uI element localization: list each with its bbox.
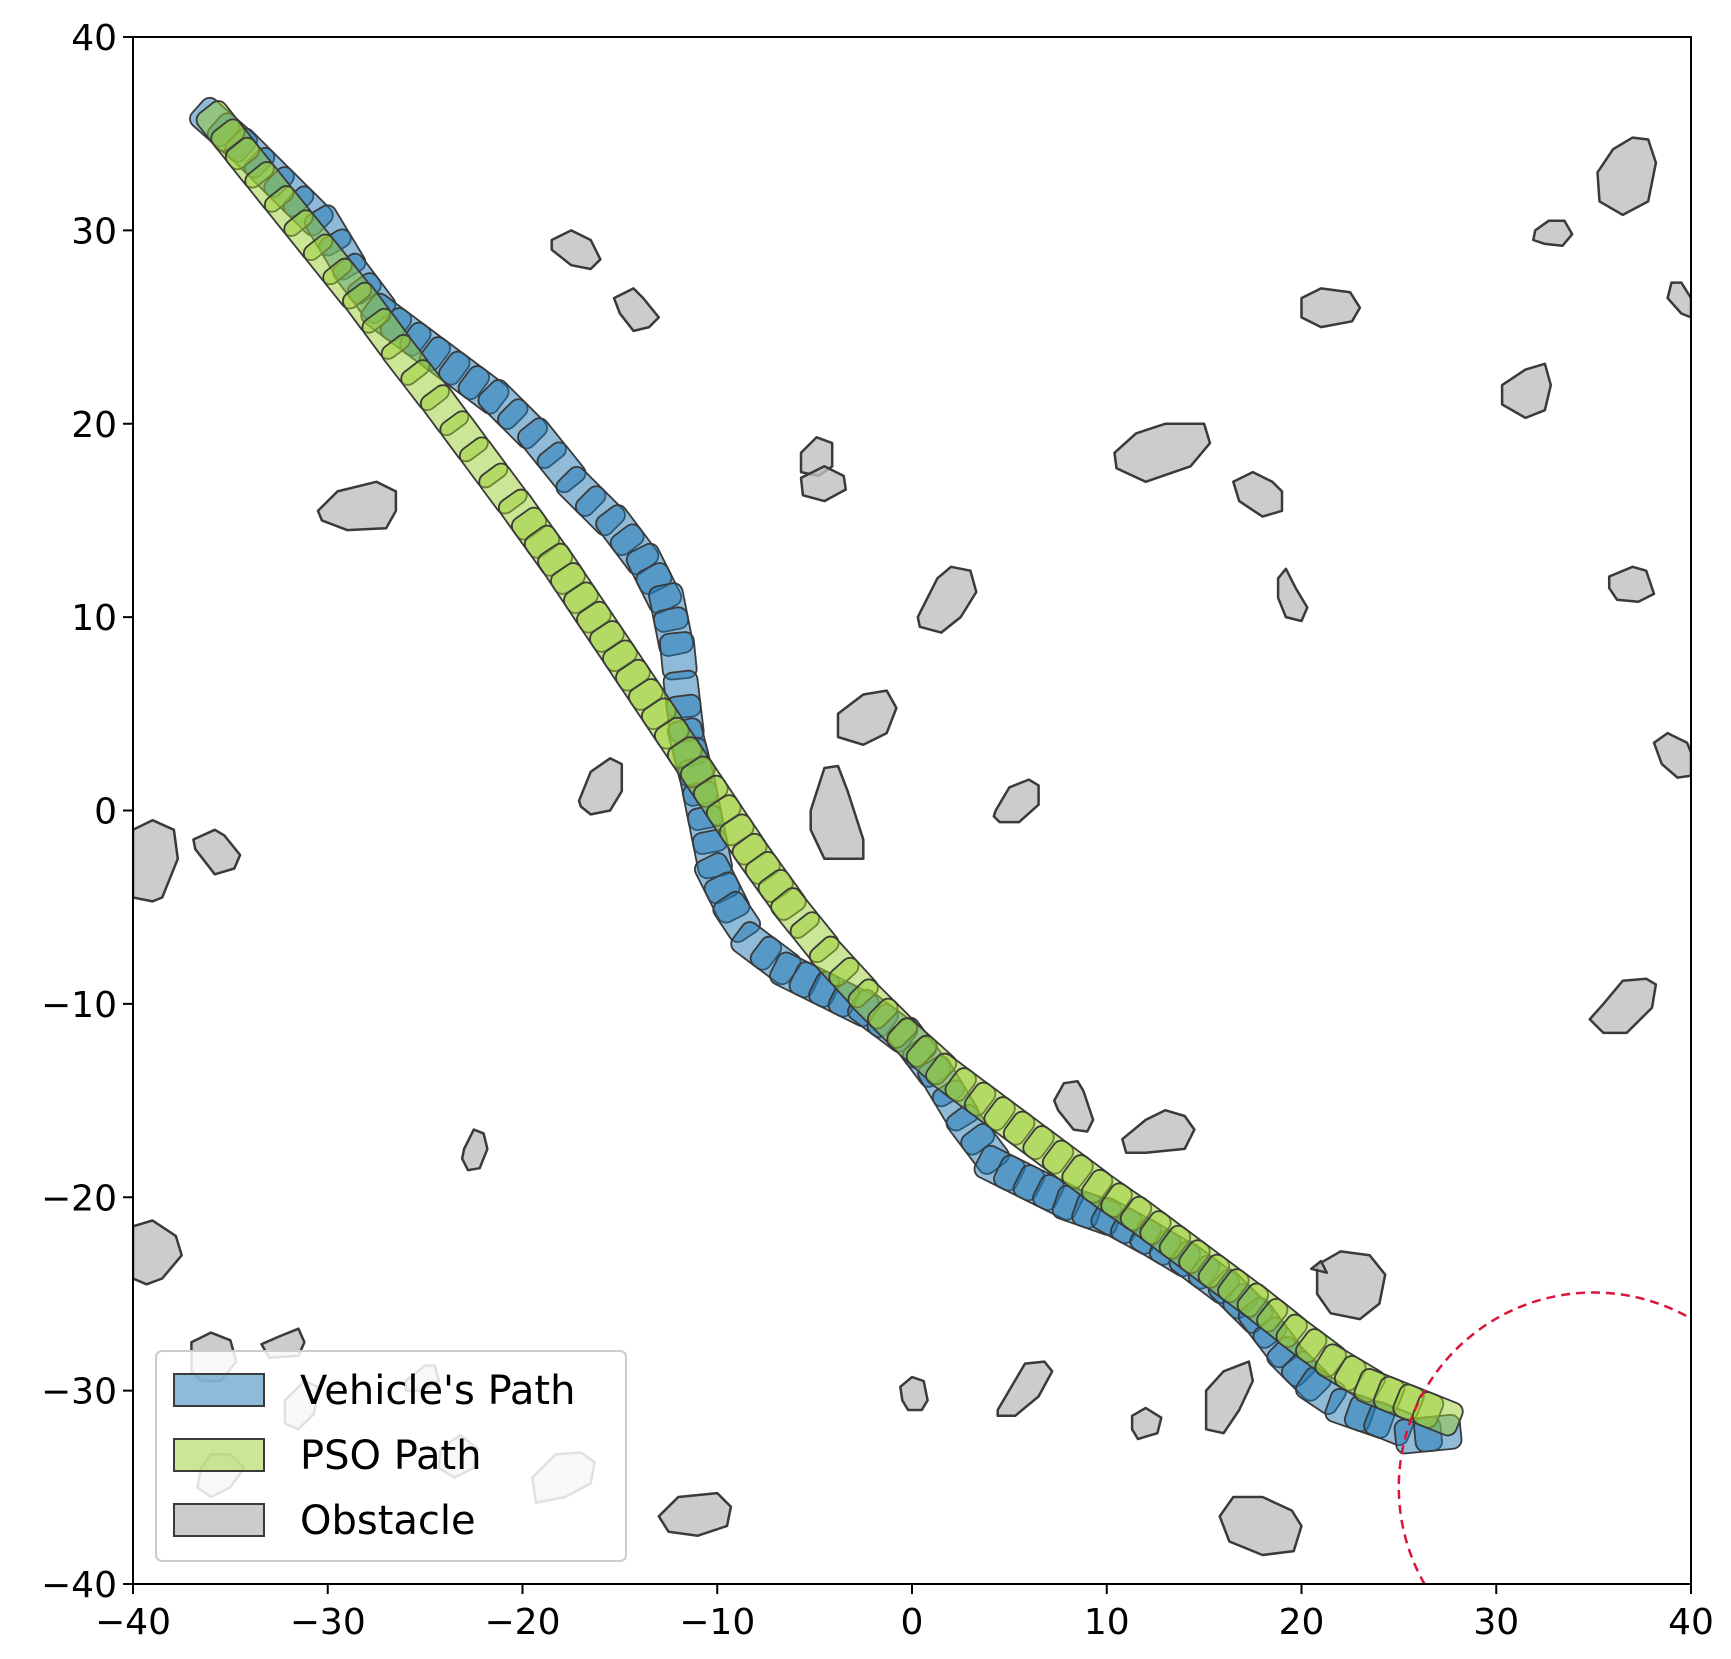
obstacle-10 xyxy=(577,757,624,816)
x-tick-label-0: −40 xyxy=(95,1602,171,1643)
obstacle-12 xyxy=(992,778,1040,824)
y-tick-label-4: 0 xyxy=(94,792,117,833)
obstacle-18 xyxy=(133,1219,183,1286)
obstacle-17 xyxy=(460,1128,489,1172)
obstacle-6 xyxy=(1232,470,1284,518)
pso-path xyxy=(195,100,1464,1437)
obstacle-31 xyxy=(1130,1406,1163,1441)
path-layer xyxy=(189,96,1464,1455)
y-tick-label-8: 40 xyxy=(71,18,117,59)
obstacle-34 xyxy=(1300,287,1362,329)
x-tick-label-6: 20 xyxy=(1279,1602,1325,1643)
legend-swatch-obstacle xyxy=(173,1503,265,1537)
x-tick-label-7: 30 xyxy=(1473,1602,1519,1643)
obstacle-39 xyxy=(1607,565,1656,603)
obstacle-15 xyxy=(1052,1079,1095,1133)
obstacle-16 xyxy=(1121,1108,1196,1155)
obstacle-1 xyxy=(612,287,661,333)
y-tick-label-0: −40 xyxy=(41,1565,117,1606)
legend-swatch-pso xyxy=(173,1438,265,1472)
y-tick-label-2: −20 xyxy=(41,1178,117,1219)
obstacle-30 xyxy=(996,1360,1054,1418)
obstacle-41 xyxy=(1309,1259,1329,1274)
legend: Vehicle's Path PSO Path Obstacle xyxy=(155,1350,627,1562)
y-tick-label-3: −10 xyxy=(41,985,117,1026)
obstacle-9 xyxy=(836,689,898,747)
y-tick-label-7: 30 xyxy=(71,211,117,252)
obstacle-20 xyxy=(1588,977,1658,1035)
x-tick-label-2: −20 xyxy=(485,1602,561,1643)
x-tick-label-3: −10 xyxy=(679,1602,755,1643)
obstacle-8 xyxy=(916,565,978,634)
obstacle-7 xyxy=(1276,567,1309,623)
y-tick-label-1: −30 xyxy=(41,1372,117,1413)
legend-label-obstacle: Obstacle xyxy=(300,1498,476,1544)
goal-circle xyxy=(1397,1291,1691,1584)
obstacle-28 xyxy=(657,1491,733,1537)
tick-layer: −40 −30 −20 −10 0 10 20 30 40 −40 −30 −20 −10 0 10 20 30… xyxy=(41,18,1714,1643)
x-tick-label-4: 0 xyxy=(901,1602,924,1643)
x-tick-label-8: 40 xyxy=(1668,1602,1714,1643)
obstacle-37 xyxy=(1596,136,1658,217)
obstacle-35 xyxy=(1532,219,1574,248)
obstacle-5 xyxy=(1113,422,1212,484)
obstacle-29 xyxy=(899,1375,929,1412)
x-tick-label-5: 10 xyxy=(1084,1602,1130,1643)
obstacle-38 xyxy=(1666,281,1691,319)
goal-layer xyxy=(1397,1291,1691,1584)
obstacle-36 xyxy=(1500,362,1553,420)
plot-background xyxy=(133,37,1691,1584)
obstacle-11 xyxy=(809,764,865,861)
obstacle-14 xyxy=(192,828,242,876)
obstacle-33 xyxy=(1218,1495,1303,1557)
legend-label-pso: PSO Path xyxy=(300,1433,482,1479)
legend-swatch-vehicle xyxy=(173,1373,265,1407)
x-tick-label-1: −30 xyxy=(290,1602,366,1643)
obstacle-0 xyxy=(550,229,602,271)
y-tick-label-6: 20 xyxy=(71,405,117,446)
obstacle-2 xyxy=(316,480,398,532)
legend-label-vehicle: Vehicle's Path xyxy=(300,1368,575,1414)
y-tick-label-5: 10 xyxy=(71,598,117,639)
obstacle-13 xyxy=(133,818,180,903)
obstacle-32 xyxy=(1204,1360,1255,1435)
obstacle-19 xyxy=(1315,1250,1387,1321)
legend-frame xyxy=(155,1350,627,1562)
obstacle-4 xyxy=(799,465,848,503)
obstacle-40 xyxy=(1652,731,1691,779)
